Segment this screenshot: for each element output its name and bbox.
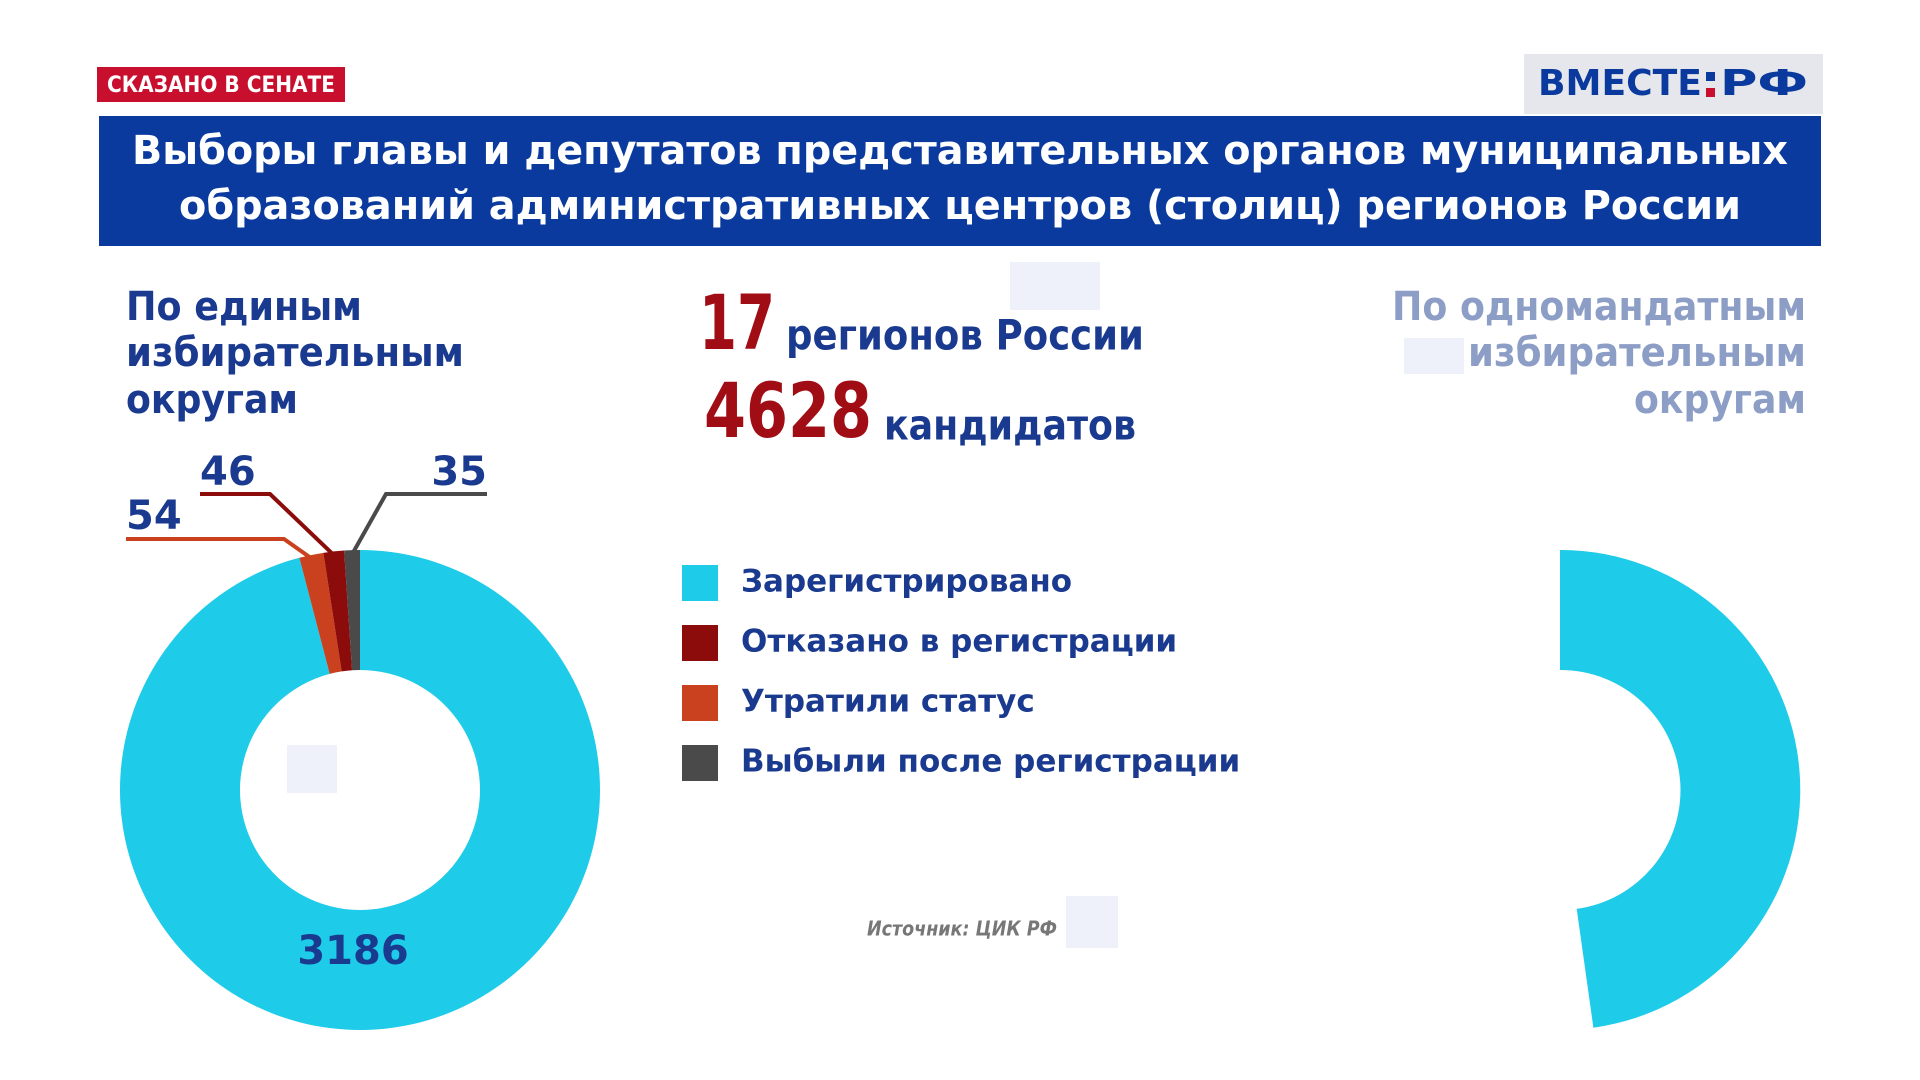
data-label: 3186 [297,928,408,974]
donut-slice [299,552,342,674]
decor-square [1066,896,1118,948]
logo-right: РФ [1720,63,1808,104]
stat-label: регионов России [786,311,1144,360]
decor-square [1404,338,1464,374]
legend-swatch [682,565,718,601]
stat-label: кандидатов [884,401,1136,450]
leader-line [126,537,314,561]
legend-swatch [682,685,718,721]
legend-label: Зарегистрировано [741,564,1072,600]
title-banner [99,116,1821,246]
logo-left: ВМЕСТЕ [1538,63,1702,104]
tag-box [97,67,345,102]
heading-line: По единым [126,284,362,330]
decor-squares [287,262,1464,948]
legend-label: Выбыли после регистрации [741,744,1240,780]
tag: СКАЗАНО В СЕНАТЕ [107,73,335,98]
heading-line: избирательным [1468,330,1806,376]
donut-slice [344,550,360,671]
legend-label: Отказано в регистрации [741,624,1177,660]
data-label: 35 [431,449,487,495]
title-line: образований административных центров (ст… [179,183,1741,229]
heading-line: округам [126,377,298,423]
right-donut-partial [1560,549,1801,1028]
left-heading: По единым избирательным округам [126,284,464,423]
legend-swatch [682,745,718,781]
data-label: 46 [200,449,256,495]
decor-square [287,745,337,793]
decor-square [1010,262,1100,310]
donut-slice [323,550,353,672]
logo-dot [1706,88,1715,97]
logo-box [1524,54,1823,114]
heading-line: округам [1634,377,1806,423]
legend-label: Утратили статус [741,684,1035,720]
donut-slice [119,550,600,1030]
data-label: 54 [126,493,182,539]
leader-line [350,492,487,556]
heading-line: избирательным [126,330,464,376]
stat-value: 4628 [704,366,872,455]
right-heading: По одномандатным избирательным округам [1392,284,1806,423]
stat-value: 17 [699,278,775,367]
logo-dot [1706,72,1715,81]
heading-line: По одномандатным [1392,284,1806,330]
source: Источник: ЦИК РФ [867,917,1057,941]
leader-line [200,492,336,557]
legend-swatch [682,625,718,661]
title-line: Выборы главы и депутатов представительны… [132,128,1788,174]
